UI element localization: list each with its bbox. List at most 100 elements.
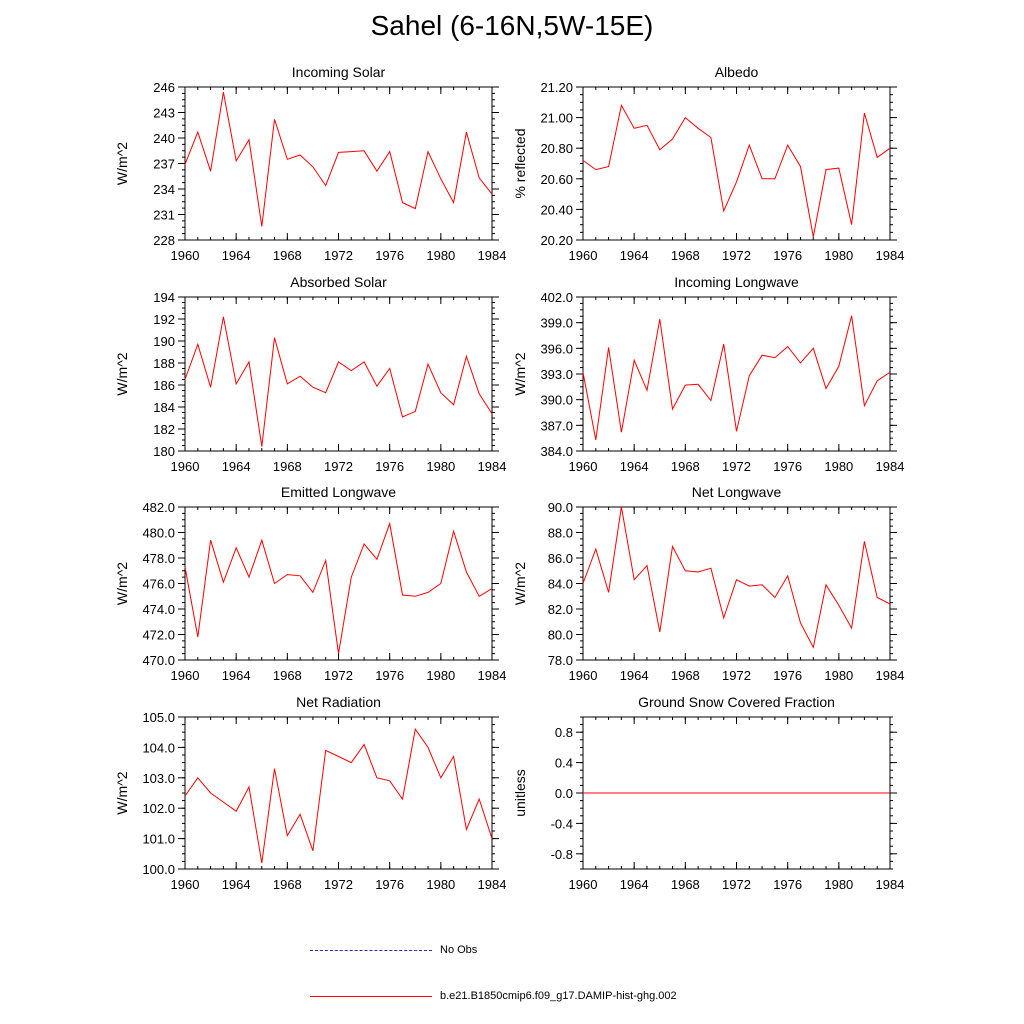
series-line (184, 316, 493, 447)
y-tick-label: 243 (153, 106, 175, 121)
x-tick-label: 1968 (273, 459, 302, 474)
x-tick-label: 1980 (426, 877, 455, 892)
series-line (184, 727, 493, 863)
y-tick-label: 78.0 (548, 653, 573, 668)
legend-swatch-solid (310, 995, 432, 997)
y-tick-label: 482.0 (142, 500, 175, 515)
x-tick-label: 1960 (171, 877, 200, 892)
x-tick-label: 1972 (324, 877, 353, 892)
y-tick-label: 184 (153, 400, 175, 415)
y-tick-label: 103.0 (142, 771, 175, 786)
legend-entry-model: b.e21.B1850cmip6.f09_g17.DAMIP-hist-ghg.… (310, 986, 677, 1006)
y-axis-label: W/m^2 (512, 562, 528, 605)
x-tick-label: 1960 (171, 459, 200, 474)
chart-panel-7 (178, 716, 499, 870)
y-tick-label: 240 (153, 131, 175, 146)
y-tick-label: 100.0 (142, 862, 175, 877)
y-tick-label: 80.0 (548, 628, 573, 643)
y-tick-label: 234 (153, 182, 175, 197)
x-tick-label: 1976 (375, 248, 404, 263)
x-tick-label: 1968 (273, 877, 302, 892)
series-line (582, 103, 891, 237)
x-tick-label: 1960 (569, 248, 598, 263)
chart-panel-5 (178, 506, 499, 661)
y-tick-label: 86.0 (548, 551, 573, 566)
y-axis-label: W/m^2 (114, 771, 130, 814)
x-tick-label: 1976 (773, 668, 802, 683)
x-tick-label: 1960 (171, 248, 200, 263)
x-tick-label: 1984 (876, 877, 905, 892)
x-tick-label: 1968 (273, 248, 302, 263)
x-tick-label: 1976 (773, 248, 802, 263)
x-tick-label: 1984 (876, 248, 905, 263)
legend-label: b.e21.B1850cmip6.f09_g17.DAMIP-hist-ghg.… (440, 990, 677, 1002)
y-tick-label: 246 (153, 80, 175, 95)
y-axis-label: unitless (512, 769, 528, 816)
y-tick-label: -0.4 (551, 816, 573, 831)
series-line (582, 506, 891, 649)
y-tick-label: 102.0 (142, 801, 175, 816)
plot-frame (184, 86, 493, 241)
x-tick-label: 1960 (569, 459, 598, 474)
y-tick-label: 480.0 (142, 526, 175, 541)
y-tick-label: 384.0 (540, 444, 573, 459)
x-tick-label: 1976 (773, 877, 802, 892)
plot-frame (582, 506, 891, 661)
x-tick-label: 1964 (222, 668, 251, 683)
chart-panel-1 (178, 86, 499, 241)
plot-frame (184, 506, 493, 661)
panel-title: Incoming Longwave (674, 274, 799, 290)
y-tick-label: 20.40 (540, 202, 573, 217)
y-tick-label: 188 (153, 356, 175, 371)
y-tick-label: 21.20 (540, 80, 573, 95)
x-tick-label: 1976 (375, 668, 404, 683)
y-tick-label: 396.0 (540, 341, 573, 356)
y-tick-label: 0.8 (555, 725, 573, 740)
y-tick-label: 20.60 (540, 172, 573, 187)
y-tick-label: 20.80 (540, 141, 573, 156)
x-tick-label: 1980 (426, 459, 455, 474)
y-axis-label: W/m^2 (114, 142, 130, 185)
x-tick-label: 1960 (569, 877, 598, 892)
panel-title: Ground Snow Covered Fraction (638, 694, 835, 710)
y-tick-label: 0.4 (555, 756, 573, 771)
x-tick-label: 1980 (426, 248, 455, 263)
panel-title: Albedo (715, 64, 759, 80)
panel-title: Net Longwave (692, 484, 782, 500)
panel-title: Absorbed Solar (290, 274, 387, 290)
x-tick-label: 1972 (324, 459, 353, 474)
y-tick-label: 20.20 (540, 233, 573, 248)
panel-title: Net Radiation (296, 694, 381, 710)
y-tick-label: 228 (153, 233, 175, 248)
x-tick-label: 1972 (324, 248, 353, 263)
series-line (184, 521, 493, 654)
y-tick-label: 231 (153, 208, 175, 223)
x-tick-label: 1968 (671, 459, 700, 474)
y-tick-label: 21.00 (540, 111, 573, 126)
y-tick-label: 186 (153, 378, 175, 393)
legend-swatch-dashed (310, 949, 432, 951)
legend-entry-no-obs: No Obs (310, 940, 477, 960)
x-tick-label: 1960 (569, 668, 598, 683)
x-tick-label: 1964 (620, 877, 649, 892)
x-tick-label: 1984 (478, 668, 507, 683)
y-tick-label: 90.0 (548, 500, 573, 515)
y-axis-label: W/m^2 (114, 562, 130, 605)
x-tick-label: 1972 (722, 668, 751, 683)
y-tick-label: 104.0 (142, 740, 175, 755)
x-tick-label: 1972 (324, 668, 353, 683)
x-tick-label: 1984 (478, 459, 507, 474)
panel-title: Incoming Solar (292, 64, 386, 80)
y-tick-label: 474.0 (142, 602, 175, 617)
x-tick-label: 1976 (773, 459, 802, 474)
x-tick-label: 1968 (671, 668, 700, 683)
x-tick-label: 1980 (426, 668, 455, 683)
x-tick-label: 1968 (671, 248, 700, 263)
x-tick-label: 1964 (222, 877, 251, 892)
x-tick-label: 1984 (478, 877, 507, 892)
figure-title: Sahel (6-16N,5W-15E) (370, 10, 654, 41)
x-tick-label: 1968 (273, 668, 302, 683)
x-tick-label: 1984 (876, 668, 905, 683)
y-tick-label: 190 (153, 334, 175, 349)
